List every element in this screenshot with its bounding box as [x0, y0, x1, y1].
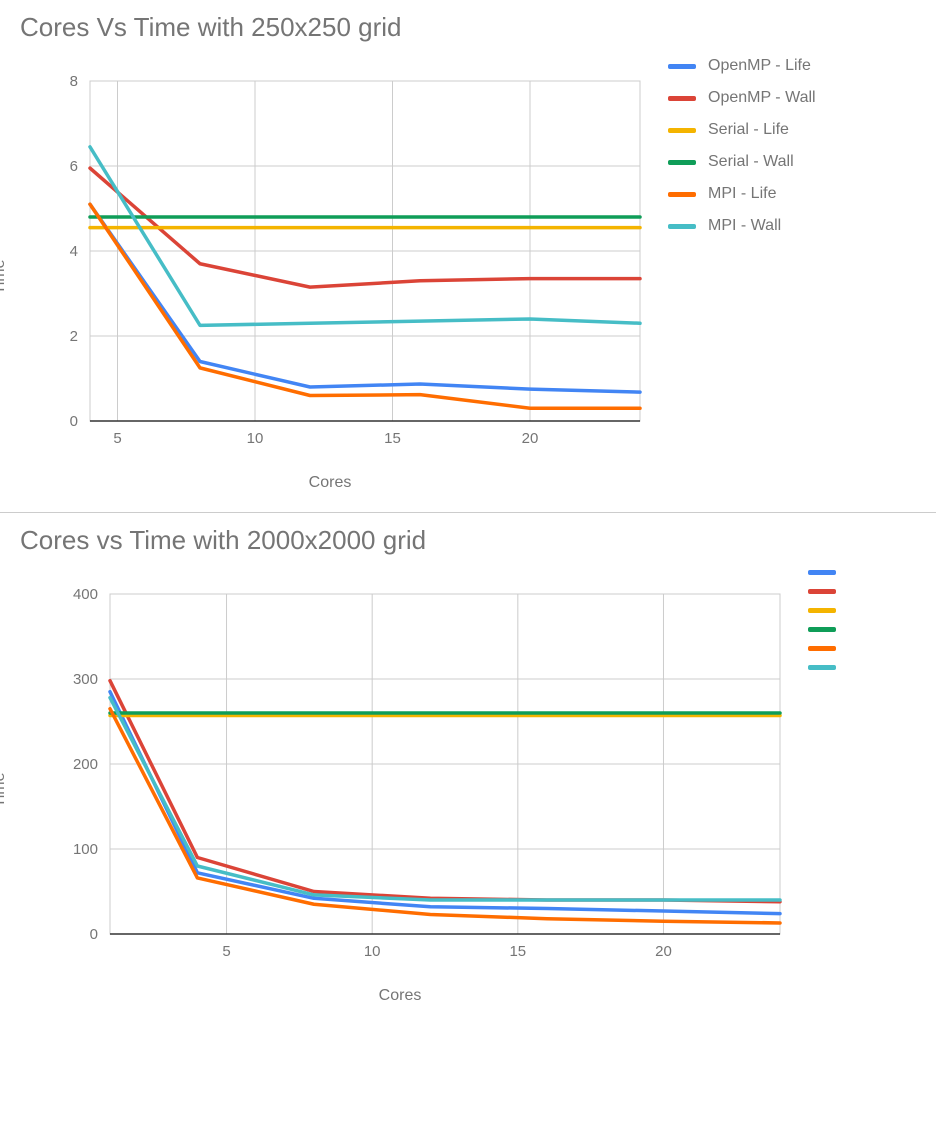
legend-label: OpenMP - Life	[708, 57, 811, 75]
y-axis-label: Time	[0, 772, 9, 807]
legend-swatch	[668, 96, 696, 101]
legend-label: Serial - Wall	[708, 153, 794, 171]
svg-text:20: 20	[522, 430, 539, 447]
legend-swatch	[808, 570, 836, 575]
legend-swatch	[668, 64, 696, 69]
chart-body: Time 510152002468 Cores OpenMP - LifeOpe…	[0, 51, 936, 512]
legend	[790, 564, 848, 684]
svg-text:5: 5	[113, 430, 121, 447]
svg-text:4: 4	[70, 243, 78, 260]
svg-text:200: 200	[73, 756, 98, 773]
legend-swatch	[808, 589, 836, 594]
svg-text:300: 300	[73, 671, 98, 688]
legend-label: MPI - Life	[708, 185, 776, 203]
legend-item	[808, 570, 848, 575]
chart-body: Time 51015200100200300400 Cores	[0, 564, 936, 1025]
legend-item	[808, 608, 848, 613]
legend-item	[808, 627, 848, 632]
legend-swatch	[668, 192, 696, 197]
legend-label: OpenMP - Wall	[708, 89, 816, 107]
chart-svg: 5 10 15 20 0 2 4 6 8	[10, 51, 650, 451]
series-line	[90, 204, 640, 408]
chart-2000x2000: Cores vs Time with 2000x2000 grid Time 5…	[0, 513, 936, 1025]
chart-svg: 51015200100200300400	[10, 564, 790, 964]
svg-text:8: 8	[70, 73, 78, 90]
svg-text:10: 10	[364, 943, 381, 960]
legend-item: OpenMP - Wall	[668, 89, 816, 107]
legend-label: Serial - Life	[708, 121, 789, 139]
svg-text:5: 5	[222, 943, 230, 960]
svg-text:100: 100	[73, 841, 98, 858]
legend: OpenMP - Life OpenMP - Wall Serial - Life S…	[650, 51, 816, 249]
legend-swatch	[808, 627, 836, 632]
legend-swatch	[808, 608, 836, 613]
legend-swatch	[668, 224, 696, 229]
series-line	[90, 204, 640, 392]
legend-swatch	[808, 646, 836, 651]
legend-label: MPI - Wall	[708, 217, 781, 235]
legend-swatch	[668, 160, 696, 165]
plot-area: Time 510152002468 Cores	[10, 51, 650, 502]
legend-item: OpenMP - Life	[668, 57, 816, 75]
svg-text:6: 6	[70, 158, 78, 175]
svg-text:10: 10	[247, 430, 264, 447]
series-line	[110, 709, 780, 923]
y-axis-label: Time	[0, 259, 9, 294]
series-line	[110, 698, 780, 900]
legend-item: Serial - Wall	[668, 153, 816, 171]
legend-item: MPI - Wall	[668, 217, 816, 235]
svg-text:20: 20	[655, 943, 672, 960]
series-line	[90, 147, 640, 326]
legend-item	[808, 589, 848, 594]
svg-text:15: 15	[384, 430, 401, 447]
legend-item: MPI - Life	[668, 185, 816, 203]
legend-item	[808, 646, 848, 651]
x-axis-label: Cores	[10, 456, 650, 502]
legend-swatch	[808, 665, 836, 670]
svg-text:0: 0	[90, 926, 98, 943]
legend-item	[808, 665, 848, 670]
chart-250x250: Cores Vs Time with 250x250 grid Time 5 10…	[0, 0, 936, 512]
svg-text:0: 0	[70, 413, 78, 430]
svg-text:2: 2	[70, 328, 78, 345]
chart-title: Cores vs Time with 2000x2000 grid	[0, 513, 936, 564]
legend-item: Serial - Life	[668, 121, 816, 139]
chart-title: Cores Vs Time with 250x250 grid	[0, 0, 936, 51]
x-axis-label: Cores	[10, 969, 790, 1015]
svg-text:400: 400	[73, 586, 98, 603]
legend-swatch	[668, 128, 696, 133]
plot-area: Time 51015200100200300400 Cores	[10, 564, 790, 1015]
svg-text:15: 15	[509, 943, 526, 960]
